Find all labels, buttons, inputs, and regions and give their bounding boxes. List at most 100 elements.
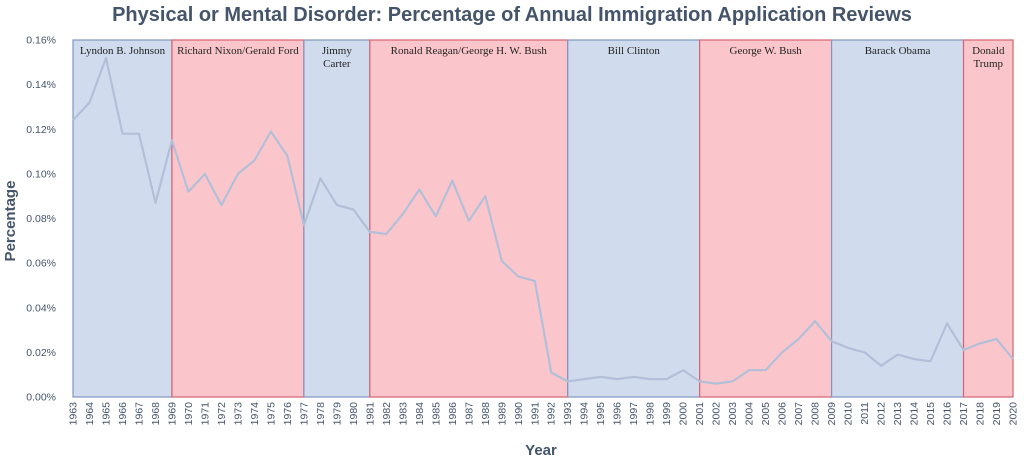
- x-axis-ticks: 1963 1964 1965 1966 1967 1968 1969 1970 1971 1972…: [68, 402, 1020, 426]
- era-label-3: Ronald Reagan/George H. W. Bush: [391, 45, 548, 57]
- x-tick-label: 1963: [68, 402, 80, 426]
- x-tick-label: 1967: [133, 402, 145, 426]
- x-tick-label: 1999: [661, 402, 673, 426]
- y-tick-label: 0.00%: [26, 392, 56, 404]
- x-tick-label: 1988: [480, 402, 492, 426]
- x-tick-label: 1991: [529, 402, 541, 426]
- era-band-4: [567, 39, 701, 398]
- y-tick-label: 0.16%: [26, 35, 56, 47]
- x-tick-label: 1989: [496, 402, 508, 426]
- era-label-line: Ronald Reagan/George H. W. Bush: [391, 45, 548, 57]
- x-tick-label: 2015: [925, 402, 937, 426]
- x-tick-label: 1972: [216, 402, 228, 426]
- y-tick-label: 0.12%: [26, 124, 56, 136]
- x-tick-label: 2000: [678, 402, 690, 426]
- era-label-1: Richard Nixon/Gerald Ford: [177, 45, 299, 57]
- era-label-4: Bill Clinton: [608, 45, 661, 57]
- era-label-6: Barack Obama: [865, 45, 931, 57]
- x-tick-label: 2004: [744, 402, 756, 426]
- series-lines: [72, 56, 1014, 385]
- x-tick-label: 1974: [249, 402, 261, 426]
- x-tick-label: 2016: [942, 402, 954, 426]
- x-tick-label: 1995: [595, 402, 607, 426]
- x-tick-label: 1979: [331, 402, 343, 426]
- x-tick-label: 2006: [777, 402, 789, 426]
- x-tick-label: 2013: [892, 402, 904, 426]
- era-band-0: [72, 39, 173, 398]
- x-tick-label: 1996: [612, 402, 624, 426]
- x-tick-label: 2010: [843, 402, 855, 426]
- x-tick-label: 1971: [199, 402, 211, 426]
- era-label-0: Lyndon B. Johnson: [80, 45, 166, 57]
- era-label-line: George W. Bush: [730, 45, 803, 57]
- x-tick-label: 2001: [694, 402, 706, 426]
- x-axis-label: Year: [525, 442, 557, 459]
- era-label-line: Bill Clinton: [608, 45, 661, 57]
- x-tick-label: 2002: [711, 402, 723, 426]
- x-tick-label: 1992: [546, 402, 558, 426]
- y-tick-label: 0.08%: [26, 213, 56, 225]
- x-tick-label: 1970: [183, 402, 195, 426]
- x-tick-label: 2014: [909, 402, 921, 426]
- x-tick-label: 1990: [513, 402, 525, 426]
- x-tick-label: 1994: [579, 402, 591, 426]
- era-bands: Lyndon B. Johnson Richard Nixon/Gerald Fo…: [72, 39, 1014, 398]
- x-tick-label: 1986: [447, 402, 459, 426]
- x-tick-label: 2008: [810, 402, 822, 426]
- x-tick-label: 2007: [793, 402, 805, 426]
- era-label-5: George W. Bush: [730, 45, 803, 57]
- x-tick-label: 1982: [381, 402, 393, 426]
- era-label-line: Trump: [973, 58, 1003, 70]
- x-tick-label: 1975: [265, 402, 277, 426]
- x-tick-label: 1978: [315, 402, 327, 426]
- y-tick-label: 0.04%: [26, 302, 56, 314]
- chart-title: Physical or Mental Disorder: Percentage …: [112, 4, 912, 26]
- x-tick-label: 1964: [84, 402, 96, 426]
- x-tick-label: 2019: [991, 402, 1003, 426]
- era-label-line: Richard Nixon/Gerald Ford: [177, 45, 299, 57]
- y-axis-ticks: 0.00% 0.02% 0.04% 0.06% 0.08% 0.10% 0.12% 0.14%…: [26, 35, 56, 404]
- x-tick-label: 1997: [628, 402, 640, 426]
- y-axis-label: Percentage: [2, 181, 19, 262]
- x-tick-label: 2009: [826, 402, 838, 426]
- x-tick-label: 1969: [166, 402, 178, 426]
- x-tick-label: 1983: [397, 402, 409, 426]
- era-band-5: [699, 39, 833, 398]
- era-band-7: [962, 39, 1014, 398]
- era-band-1: [171, 39, 305, 398]
- x-tick-label: 1965: [100, 402, 112, 426]
- x-tick-label: 1968: [150, 402, 162, 426]
- y-tick-label: 0.14%: [26, 79, 56, 91]
- x-tick-label: 2003: [727, 402, 739, 426]
- y-tick-label: 0.10%: [26, 168, 56, 180]
- x-tick-label: 2018: [975, 402, 987, 426]
- era-label-line: Barack Obama: [865, 45, 931, 57]
- x-tick-label: 1973: [232, 402, 244, 426]
- x-tick-label: 1984: [414, 402, 426, 426]
- x-tick-label: 1993: [562, 402, 574, 426]
- x-tick-label: 1981: [364, 402, 376, 426]
- era-label-line: Lyndon B. Johnson: [80, 45, 166, 57]
- x-tick-label: 1985: [430, 402, 442, 426]
- y-tick-label: 0.02%: [26, 347, 56, 359]
- series-line-0: [72, 56, 1014, 385]
- era-label-line: Donald: [972, 45, 1005, 57]
- x-tick-label: 1987: [463, 402, 475, 426]
- era-band-6: [830, 39, 965, 398]
- x-tick-label: 1966: [117, 402, 129, 426]
- era-label-line: Jimmy: [322, 45, 352, 57]
- x-tick-label: 2005: [760, 402, 772, 426]
- x-tick-label: 2011: [859, 402, 871, 425]
- x-tick-label: 1998: [645, 402, 657, 426]
- x-tick-label: 2020: [1008, 402, 1020, 426]
- x-tick-label: 2012: [876, 402, 888, 426]
- x-tick-label: 1977: [298, 402, 310, 426]
- era-label-2: Jimmy Carter: [322, 45, 352, 70]
- x-tick-label: 2017: [958, 402, 970, 426]
- era-label-line: Carter: [323, 58, 351, 70]
- era-label-7: Donald Trump: [972, 45, 1005, 70]
- x-tick-label: 1976: [282, 402, 294, 426]
- x-tick-label: 1980: [348, 402, 360, 426]
- y-tick-label: 0.06%: [26, 258, 56, 270]
